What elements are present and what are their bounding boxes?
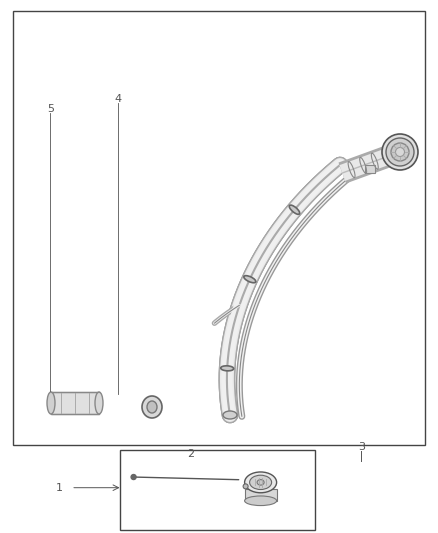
Ellipse shape	[244, 276, 256, 282]
Ellipse shape	[223, 411, 237, 419]
Ellipse shape	[257, 480, 264, 485]
Ellipse shape	[250, 475, 272, 489]
Ellipse shape	[396, 148, 405, 157]
Ellipse shape	[289, 205, 300, 214]
Bar	[120, 450, 315, 530]
Circle shape	[131, 474, 136, 480]
Ellipse shape	[47, 392, 55, 414]
Ellipse shape	[142, 396, 162, 418]
FancyBboxPatch shape	[244, 489, 277, 501]
Ellipse shape	[147, 401, 157, 413]
FancyBboxPatch shape	[365, 165, 375, 173]
Ellipse shape	[244, 472, 277, 493]
Bar	[51, 392, 99, 414]
Text: 3: 3	[358, 442, 365, 451]
Ellipse shape	[382, 134, 418, 170]
Ellipse shape	[391, 143, 409, 161]
Ellipse shape	[243, 484, 248, 489]
Bar	[13, 11, 425, 445]
Ellipse shape	[95, 392, 103, 414]
Ellipse shape	[386, 138, 414, 166]
Text: 5: 5	[47, 104, 54, 114]
Text: 4: 4	[115, 94, 122, 103]
Ellipse shape	[244, 496, 277, 506]
Text: 1: 1	[56, 483, 63, 492]
Text: 2: 2	[187, 449, 194, 459]
Ellipse shape	[221, 366, 234, 371]
